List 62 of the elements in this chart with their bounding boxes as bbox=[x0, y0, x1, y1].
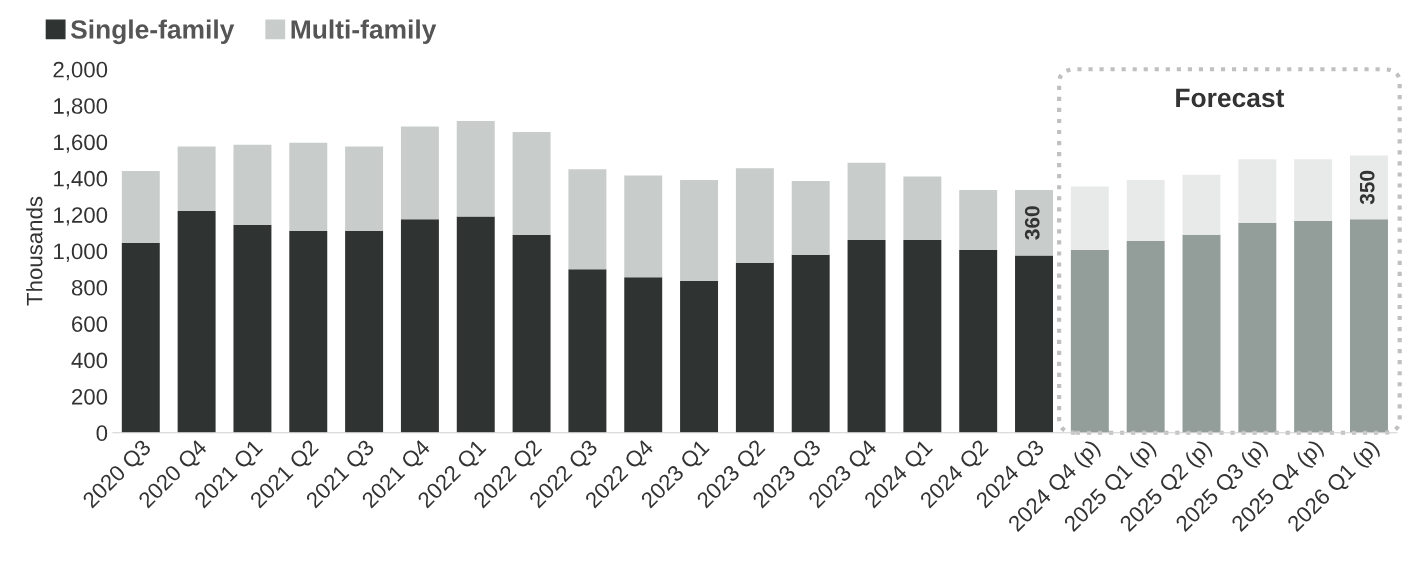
bar bbox=[345, 146, 384, 231]
bar bbox=[456, 121, 495, 217]
bar bbox=[624, 175, 663, 278]
bar bbox=[959, 190, 998, 251]
bar bbox=[512, 234, 551, 433]
y-tick-label: 2,000 bbox=[53, 61, 108, 81]
bar bbox=[512, 131, 551, 235]
bar bbox=[735, 168, 774, 263]
bar bbox=[847, 240, 886, 433]
bar bbox=[1015, 190, 1053, 256]
bar bbox=[1350, 219, 1388, 433]
y-tick-label: 0 bbox=[96, 425, 108, 442]
bar bbox=[1182, 174, 1221, 235]
bar bbox=[1126, 180, 1165, 241]
bar bbox=[568, 169, 607, 270]
bar bbox=[121, 171, 160, 243]
bar bbox=[233, 144, 272, 225]
y-tick-label: 600 bbox=[72, 316, 108, 332]
bar bbox=[1070, 250, 1109, 433]
bar bbox=[680, 180, 719, 281]
bar bbox=[400, 219, 439, 433]
bar bbox=[624, 277, 663, 433]
y-tick-label: 1,600 bbox=[54, 134, 108, 153]
data-label: 350 bbox=[1359, 170, 1375, 205]
bar bbox=[1015, 255, 1053, 433]
y-tick-label: 1,400 bbox=[54, 170, 108, 190]
bar bbox=[568, 269, 607, 433]
bar bbox=[1070, 186, 1109, 251]
bar bbox=[233, 224, 272, 433]
bar bbox=[177, 211, 216, 433]
bar bbox=[735, 262, 774, 433]
bar bbox=[289, 231, 328, 433]
bar bbox=[791, 254, 830, 433]
y-tick-label: 800 bbox=[71, 279, 108, 296]
bar bbox=[1126, 241, 1165, 433]
bar bbox=[903, 240, 942, 433]
bar bbox=[1182, 234, 1221, 433]
y-tick-label: 200 bbox=[72, 388, 108, 405]
bar bbox=[345, 231, 384, 433]
bar bbox=[1294, 159, 1333, 222]
bar bbox=[289, 142, 328, 231]
bar bbox=[1238, 222, 1277, 433]
bar bbox=[177, 146, 216, 212]
bar bbox=[456, 216, 495, 433]
bar bbox=[400, 126, 439, 220]
y-axis-title: Thousands bbox=[26, 196, 43, 306]
bar bbox=[959, 250, 998, 433]
y-tick-label: 1,200 bbox=[54, 207, 108, 226]
y-tick-label: 1,800 bbox=[54, 98, 108, 117]
y-tick-label: 1,000 bbox=[54, 243, 108, 262]
bar bbox=[1238, 159, 1277, 223]
legend-label: Multi-family bbox=[291, 19, 437, 45]
annotation: Forecast bbox=[1176, 88, 1285, 108]
data-label: 360 bbox=[1024, 206, 1040, 240]
bar bbox=[791, 181, 830, 255]
bar bbox=[680, 280, 719, 433]
y-tick-label: 400 bbox=[71, 352, 108, 369]
legend-label: Single-family bbox=[70, 19, 235, 45]
bar bbox=[121, 242, 160, 433]
bar bbox=[903, 176, 942, 241]
bar bbox=[1294, 221, 1333, 433]
bar bbox=[847, 162, 886, 241]
